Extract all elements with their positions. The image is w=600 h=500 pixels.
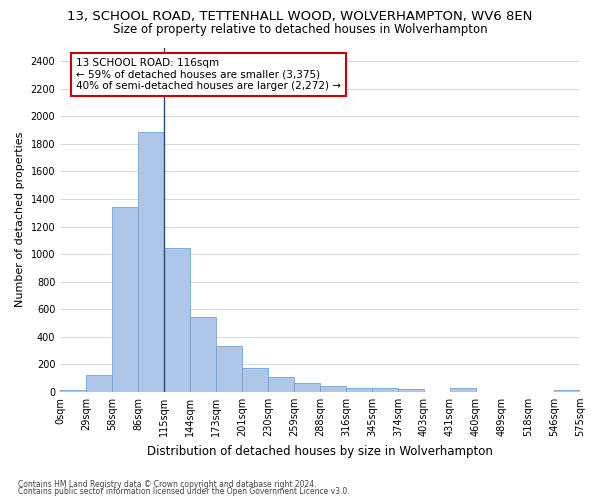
Bar xyxy=(60,390,86,392)
Bar xyxy=(294,383,320,392)
Bar xyxy=(216,346,242,392)
Bar xyxy=(242,368,268,392)
X-axis label: Distribution of detached houses by size in Wolverhampton: Distribution of detached houses by size … xyxy=(147,444,493,458)
Bar xyxy=(190,318,216,392)
Text: Size of property relative to detached houses in Wolverhampton: Size of property relative to detached ho… xyxy=(113,22,487,36)
Bar xyxy=(320,386,346,392)
Bar xyxy=(86,374,112,392)
Bar xyxy=(450,388,476,392)
Text: 13 SCHOOL ROAD: 116sqm
← 59% of detached houses are smaller (3,375)
40% of semi-: 13 SCHOOL ROAD: 116sqm ← 59% of detached… xyxy=(76,58,341,91)
Bar xyxy=(112,208,138,392)
Text: 13, SCHOOL ROAD, TETTENHALL WOOD, WOLVERHAMPTON, WV6 8EN: 13, SCHOOL ROAD, TETTENHALL WOOD, WOLVER… xyxy=(67,10,533,23)
Bar xyxy=(372,388,398,392)
Bar xyxy=(554,390,580,392)
Bar xyxy=(268,376,294,392)
Text: Contains HM Land Registry data © Crown copyright and database right 2024.: Contains HM Land Registry data © Crown c… xyxy=(18,480,317,489)
Bar xyxy=(398,389,424,392)
Text: Contains public sector information licensed under the Open Government Licence v3: Contains public sector information licen… xyxy=(18,487,350,496)
Bar xyxy=(138,132,164,392)
Bar xyxy=(164,248,190,392)
Y-axis label: Number of detached properties: Number of detached properties xyxy=(15,132,25,308)
Bar xyxy=(346,388,372,392)
